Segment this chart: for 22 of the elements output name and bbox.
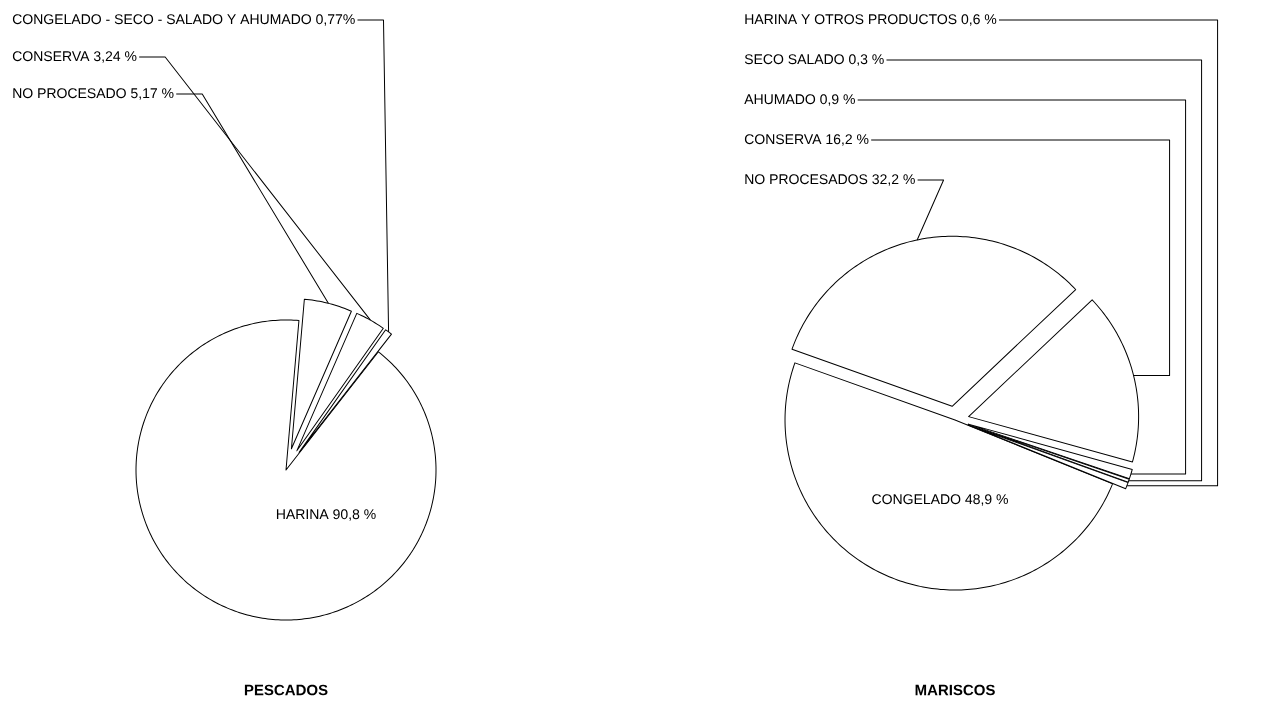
data-label: 48,9 % xyxy=(965,494,1008,506)
text: PESCADOS xyxy=(244,684,328,696)
slice-label: AHUMADO xyxy=(744,94,816,105)
data-label: 0,9 % xyxy=(820,94,855,106)
slice-label: SECO SALADO xyxy=(744,54,844,65)
slice-label: NO PROCESADOS xyxy=(745,174,868,185)
data-label: 90,8 % xyxy=(333,509,376,521)
data-label: 16,2 % xyxy=(826,134,869,146)
slice-label: CONGELADO xyxy=(872,494,961,505)
slice-label: CONSERVA xyxy=(744,134,822,145)
text: MARISCOS xyxy=(915,684,995,696)
slice-label: HARINA Y OTROS PRODUCTOS xyxy=(745,14,957,25)
data-label: 0,3 % xyxy=(849,54,884,66)
data-label: 0,6 % xyxy=(961,14,997,26)
data-label: 0,77% xyxy=(316,14,355,26)
slice-label: HARINA xyxy=(276,509,329,519)
slice-label: NO PROCESADO xyxy=(13,88,126,99)
slice-label: CONGELADO - SECO - SALADO Y AHUMADO xyxy=(12,14,312,25)
data-label: 5,17 % xyxy=(131,88,174,100)
data-label: 32,2 % xyxy=(872,174,915,186)
slice-label: CONSERVA xyxy=(12,51,90,62)
data-label: 3,24 % xyxy=(93,51,137,63)
